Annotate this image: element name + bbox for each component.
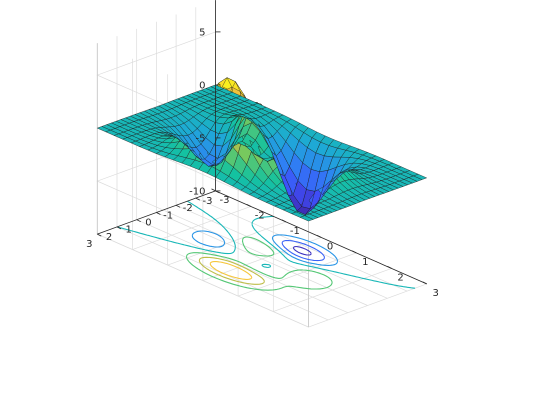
surface-patch-24-0 xyxy=(412,173,428,180)
x-tick-mark-4 xyxy=(352,250,357,254)
y-tick-mark-3 xyxy=(156,212,161,215)
x-tick-label-1: -2 xyxy=(255,210,265,221)
x-tick-label-6: 3 xyxy=(433,288,439,299)
y-tick-mark-2 xyxy=(175,204,181,208)
y-tick-label-6: 3 xyxy=(86,239,92,250)
contour-level-3 xyxy=(116,200,416,289)
y-tick-label-0: -3 xyxy=(203,196,213,207)
x-tick-mark-6 xyxy=(422,281,427,285)
contour-level-4 xyxy=(185,236,333,291)
y-tick-mark-0 xyxy=(215,190,220,194)
y-tick-label-2: -1 xyxy=(163,210,173,221)
y-tick-label-1: -2 xyxy=(183,203,193,214)
x-tick-label-2: -1 xyxy=(290,226,300,237)
x-tick-mark-0 xyxy=(211,188,216,192)
y-tick-mark-5 xyxy=(116,226,122,230)
x-tick-mark-3 xyxy=(316,235,322,238)
x-tick-mark-2 xyxy=(281,219,287,223)
y-tick-label-5: 2 xyxy=(106,232,112,243)
contour-level-6 xyxy=(209,261,253,280)
y-tick-mark-6 xyxy=(97,233,102,237)
contour-level-5 xyxy=(198,256,265,285)
x-tick-mark-5 xyxy=(387,266,392,269)
floor-grid-y-1 xyxy=(195,197,408,292)
x-tick-label-5: 2 xyxy=(397,272,403,283)
x-tick-label-0: -3 xyxy=(220,195,230,206)
x-tick-label-3: 0 xyxy=(327,241,333,252)
surface-mesh xyxy=(96,76,428,222)
z-tick-label-0: -10 xyxy=(189,186,205,197)
contour-level-1 xyxy=(281,239,325,262)
y-tick-mark-1 xyxy=(195,197,200,201)
contour-level-0 xyxy=(292,245,312,256)
z-tick-label-3: 5 xyxy=(199,27,205,38)
contour-level-2 xyxy=(191,230,339,266)
x-tick-mark-1 xyxy=(246,204,251,207)
floor-grid-y-3 xyxy=(156,212,368,306)
y-tick-label-4: 1 xyxy=(126,225,132,236)
y-tick-label-3: 0 xyxy=(145,218,151,229)
z-tick-label-1: -5 xyxy=(196,133,206,144)
y-tick-mark-4 xyxy=(136,219,141,223)
x-tick-label-4: 1 xyxy=(362,257,368,268)
axes-frame xyxy=(97,0,427,285)
z-tick-label-2: 0 xyxy=(199,80,205,91)
floor-contours xyxy=(116,200,416,291)
floor-grid-y-2 xyxy=(175,204,388,299)
